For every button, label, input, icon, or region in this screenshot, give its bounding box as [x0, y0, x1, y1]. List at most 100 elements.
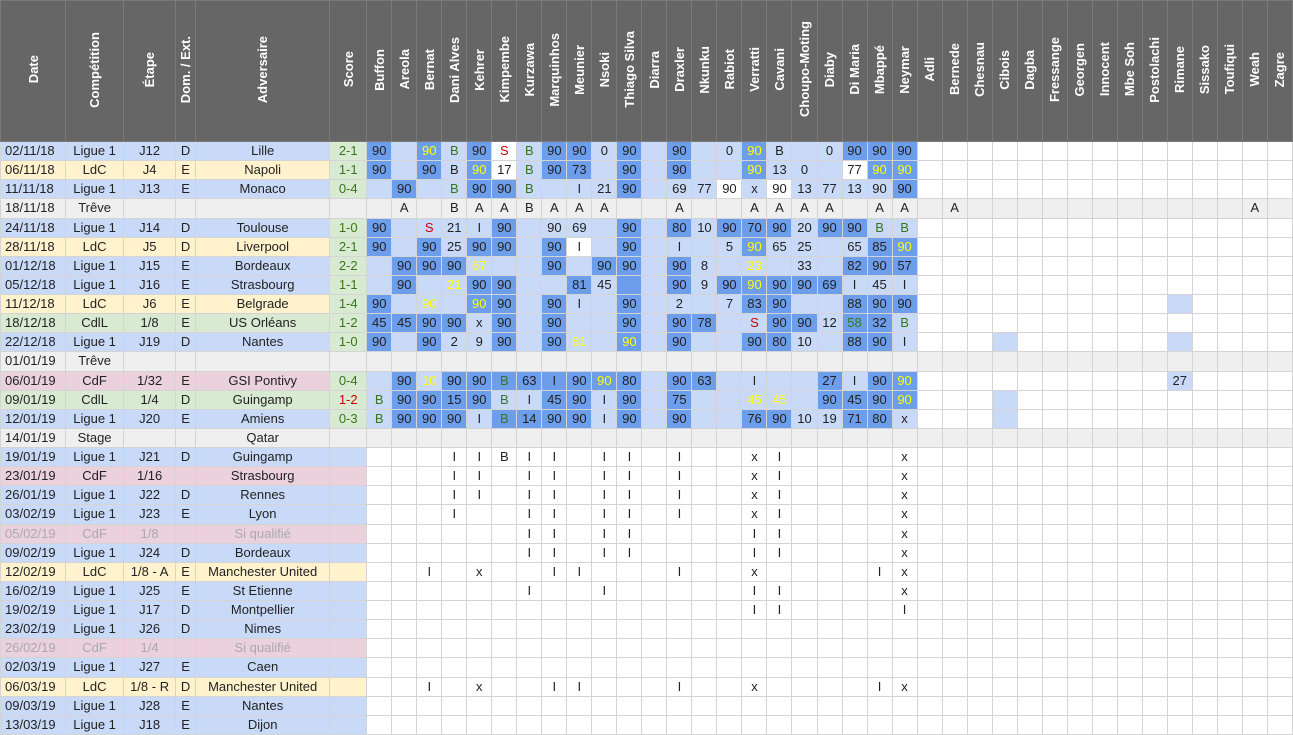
player-cell[interactable]	[916, 561, 943, 582]
player-cell[interactable]	[416, 179, 443, 200]
player-cell[interactable]	[491, 695, 518, 716]
player-cell[interactable]	[1041, 638, 1068, 659]
player-cell[interactable]	[441, 580, 468, 602]
player-cell[interactable]	[391, 446, 418, 468]
player-cell[interactable]	[1016, 332, 1043, 353]
player-cell[interactable]: 81	[566, 274, 593, 296]
player-cell[interactable]	[1016, 408, 1043, 429]
player-cell[interactable]: 20	[791, 217, 818, 238]
player-cell[interactable]	[1016, 427, 1043, 449]
player-cell[interactable]	[1016, 160, 1043, 181]
competition-cell[interactable]: Ligue 1	[65, 580, 125, 602]
player-cell[interactable]	[391, 542, 418, 563]
lieu-cell[interactable]: D	[175, 332, 197, 353]
player-cell[interactable]	[1191, 332, 1218, 353]
date-cell[interactable]: 28/11/18	[0, 236, 67, 257]
player-cell[interactable]	[1191, 140, 1218, 162]
player-cell[interactable]: 75	[666, 389, 693, 410]
player-cell[interactable]	[866, 638, 893, 659]
header-competition[interactable]: Compétition	[65, 0, 125, 142]
score-cell[interactable]	[329, 485, 368, 506]
player-cell[interactable]	[966, 657, 993, 678]
competition-cell[interactable]: CdlL	[65, 313, 125, 334]
player-cell[interactable]	[666, 619, 693, 640]
player-cell[interactable]	[1141, 332, 1168, 353]
player-cell[interactable]	[666, 523, 693, 544]
player-cell[interactable]	[1116, 370, 1143, 391]
player-cell[interactable]	[1191, 179, 1218, 200]
player-cell[interactable]	[866, 657, 893, 678]
player-cell[interactable]	[1266, 485, 1293, 506]
player-cell[interactable]	[1141, 695, 1168, 716]
player-cell[interactable]	[491, 580, 518, 602]
player-cell[interactable]	[366, 446, 393, 468]
player-cell[interactable]	[591, 313, 618, 334]
player-cell[interactable]: I	[516, 389, 543, 410]
player-cell[interactable]	[466, 542, 493, 563]
player-cell[interactable]	[366, 542, 393, 563]
player-cell[interactable]	[716, 638, 743, 659]
player-cell[interactable]	[616, 619, 643, 640]
player-cell[interactable]	[1091, 504, 1118, 525]
player-cell[interactable]: 90	[466, 389, 493, 410]
player-cell[interactable]: 90	[391, 408, 418, 429]
etape-cell[interactable]: 1/4	[123, 389, 177, 410]
player-cell[interactable]: I	[891, 332, 918, 353]
player-cell[interactable]	[741, 714, 768, 735]
player-cell[interactable]: 19	[816, 408, 843, 429]
player-cell[interactable]: 27	[816, 370, 843, 391]
player-cell[interactable]: 90	[766, 217, 793, 238]
score-cell[interactable]	[329, 714, 368, 735]
player-cell[interactable]	[666, 427, 693, 449]
player-cell[interactable]: I	[616, 446, 643, 468]
player-cell[interactable]	[866, 466, 893, 487]
player-cell[interactable]	[716, 446, 743, 468]
date-cell[interactable]: 14/01/19	[0, 427, 67, 449]
player-cell[interactable]	[991, 140, 1018, 162]
player-cell[interactable]	[1041, 542, 1068, 563]
player-cell[interactable]	[1091, 561, 1118, 582]
etape-cell[interactable]: J4	[123, 160, 177, 181]
player-cell[interactable]	[1116, 217, 1143, 238]
player-cell[interactable]	[1016, 446, 1043, 468]
player-cell[interactable]	[591, 236, 618, 257]
player-cell[interactable]: 45	[391, 313, 418, 334]
competition-cell[interactable]: Ligue 1	[65, 408, 125, 429]
player-cell[interactable]	[491, 255, 518, 276]
player-cell[interactable]	[741, 695, 768, 716]
player-cell[interactable]	[391, 217, 418, 238]
player-cell[interactable]	[1191, 676, 1218, 697]
player-cell[interactable]	[1166, 523, 1193, 544]
player-cell[interactable]	[1266, 408, 1293, 429]
player-cell[interactable]: 90	[466, 160, 493, 181]
player-cell[interactable]	[991, 236, 1018, 257]
header-player[interactable]: Georgen	[1066, 0, 1093, 142]
player-cell[interactable]	[1016, 619, 1043, 640]
player-cell[interactable]	[1041, 561, 1068, 582]
player-cell[interactable]	[1166, 408, 1193, 429]
player-cell[interactable]	[716, 332, 743, 353]
player-cell[interactable]	[1141, 198, 1168, 219]
player-cell[interactable]	[1116, 313, 1143, 334]
player-cell[interactable]	[566, 542, 593, 563]
player-cell[interactable]	[516, 236, 543, 257]
player-cell[interactable]	[791, 466, 818, 487]
player-cell[interactable]: B	[516, 140, 543, 162]
player-cell[interactable]	[466, 657, 493, 678]
player-cell[interactable]	[691, 408, 718, 429]
player-cell[interactable]	[791, 140, 818, 162]
header-player[interactable]: Dani Alves	[441, 0, 468, 142]
player-cell[interactable]: I	[441, 485, 468, 506]
player-cell[interactable]	[1116, 236, 1143, 257]
player-cell[interactable]: 90	[741, 332, 768, 353]
player-cell[interactable]: x	[891, 580, 918, 602]
player-cell[interactable]: 90	[741, 160, 768, 181]
score-cell[interactable]	[329, 676, 368, 697]
date-cell[interactable]: 11/11/18	[0, 179, 67, 200]
player-cell[interactable]	[1016, 523, 1043, 544]
player-cell[interactable]	[1016, 140, 1043, 162]
player-cell[interactable]	[691, 619, 718, 640]
player-cell[interactable]	[691, 466, 718, 487]
player-cell[interactable]	[1041, 580, 1068, 602]
player-cell[interactable]: 90	[541, 236, 568, 257]
